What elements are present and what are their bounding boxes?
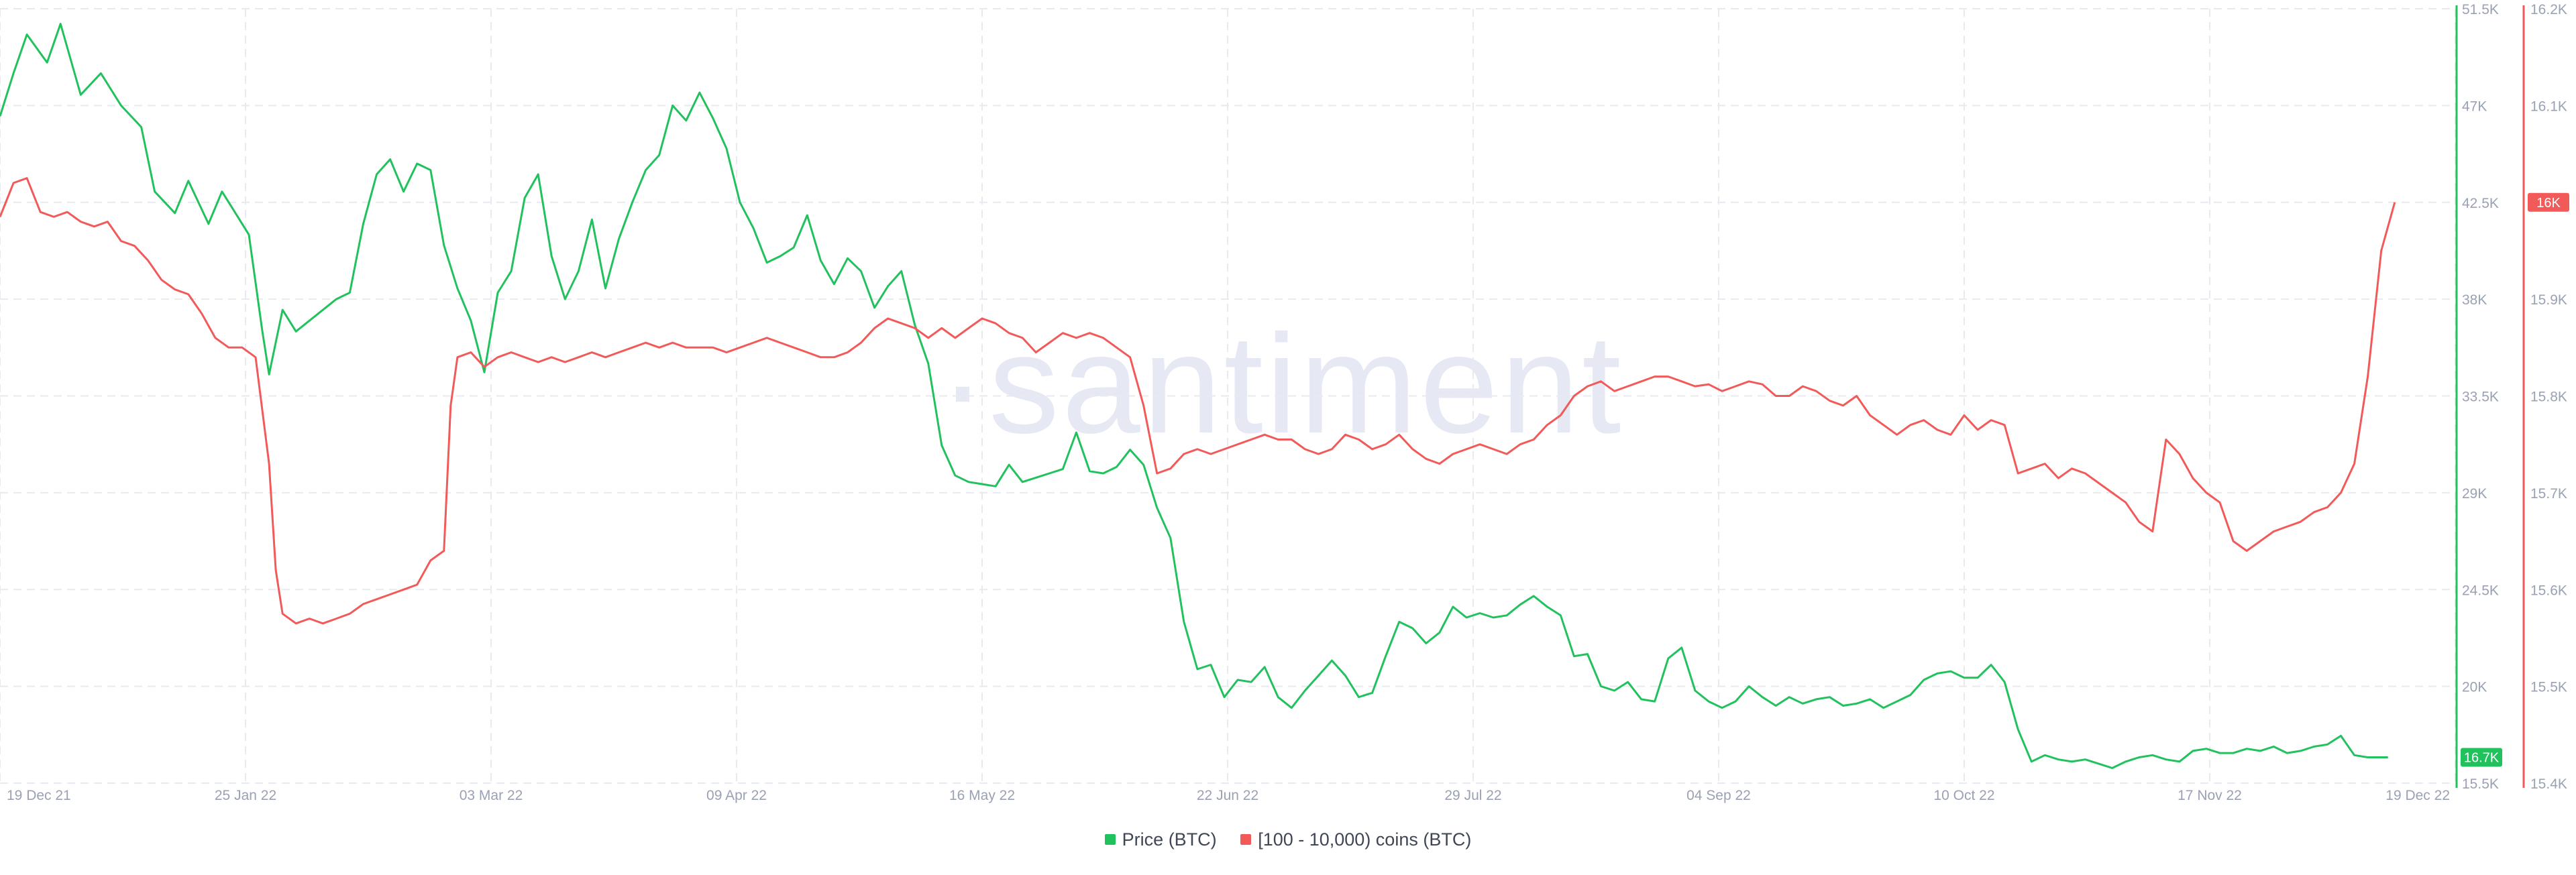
- price-axis: 51.5K 47K 42.5K 38K 33.5K 29K 24.5K 20K 15.5K: [2462, 2, 2499, 792]
- coins-series-line: [0, 177, 2396, 625]
- coins-tick-label: 15.4K: [2530, 776, 2567, 792]
- x-tick-label: 03 Mar 22: [460, 788, 523, 803]
- coins-tick-label: 15.9K: [2530, 292, 2567, 308]
- coins-current-badge-text: 16K: [2536, 196, 2561, 211]
- coins-current-badge-bg: [2528, 192, 2569, 212]
- legend: Price (BTC) [100 - 10,000) coins (BTC): [0, 829, 2576, 850]
- price-current-badge-text: 16.7K: [2464, 751, 2500, 766]
- x-axis: 19 Dec 21 25 Jan 22 03 Mar 22 09 Apr 22 16 M…: [7, 788, 2450, 803]
- coins-current-badge: 16K: [2528, 192, 2569, 212]
- coins-axis: 16.2K 16.1K 16K 15.9K 15.8K 15.7K 15.6K 15.5K 15…: [2530, 2, 2567, 792]
- coins-tick-label: 15.5K: [2530, 680, 2567, 695]
- legend-item-price[interactable]: Price (BTC): [1104, 829, 1217, 850]
- legend-swatch-price: [1104, 834, 1116, 845]
- watermark: ·santiment: [939, 305, 1623, 463]
- coins-tick-label: 16.2K: [2530, 2, 2567, 17]
- x-tick-label: 10 Oct 22: [1933, 788, 1994, 803]
- legend-label-coins: [100 - 10,000) coins (BTC): [1258, 829, 1472, 850]
- coins-tick-label: 16.1K: [2530, 99, 2567, 114]
- price-tick-label: 51.5K: [2462, 2, 2499, 17]
- x-tick-label: 29 Jul 22: [1444, 788, 1501, 803]
- x-tick-label: 17 Nov 22: [2178, 788, 2242, 803]
- x-tick-label: 09 Apr 22: [706, 788, 767, 803]
- legend-label-price: Price (BTC): [1122, 829, 1217, 850]
- x-tick-label: 19 Dec 21: [7, 788, 71, 803]
- price-tick-label: 20K: [2462, 680, 2487, 695]
- x-tick-label: 16 May 22: [949, 788, 1015, 803]
- legend-item-coins[interactable]: [100 - 10,000) coins (BTC): [1240, 829, 1471, 850]
- x-tick-label: 25 Jan 22: [215, 788, 276, 803]
- price-current-badge-bg: [2461, 748, 2502, 767]
- coins-tick-label: 15.8K: [2530, 390, 2567, 405]
- price-tick-label: 38K: [2462, 292, 2487, 308]
- coins-tick-label: 15.7K: [2530, 486, 2567, 502]
- price-tick-label: 29K: [2462, 486, 2487, 502]
- price-tick-label: 33.5K: [2462, 390, 2499, 405]
- price-tick-label: 15.5K: [2462, 776, 2499, 792]
- legend-swatch-coins: [1240, 834, 1252, 845]
- x-tick-label: 22 Jun 22: [1197, 788, 1258, 803]
- price-tick-label: 42.5K: [2462, 196, 2499, 211]
- price-series-line: [0, 23, 2388, 769]
- price-tick-label: 24.5K: [2462, 583, 2499, 598]
- price-tick-label: 47K: [2462, 99, 2487, 114]
- x-tick-label: 19 Dec 22: [2385, 788, 2450, 803]
- x-tick-label: 04 Sep 22: [1686, 788, 1751, 803]
- grid: [0, 8, 2456, 784]
- coins-tick-label: 15.6K: [2530, 583, 2567, 598]
- price-current-badge: 16.7K: [2461, 748, 2502, 767]
